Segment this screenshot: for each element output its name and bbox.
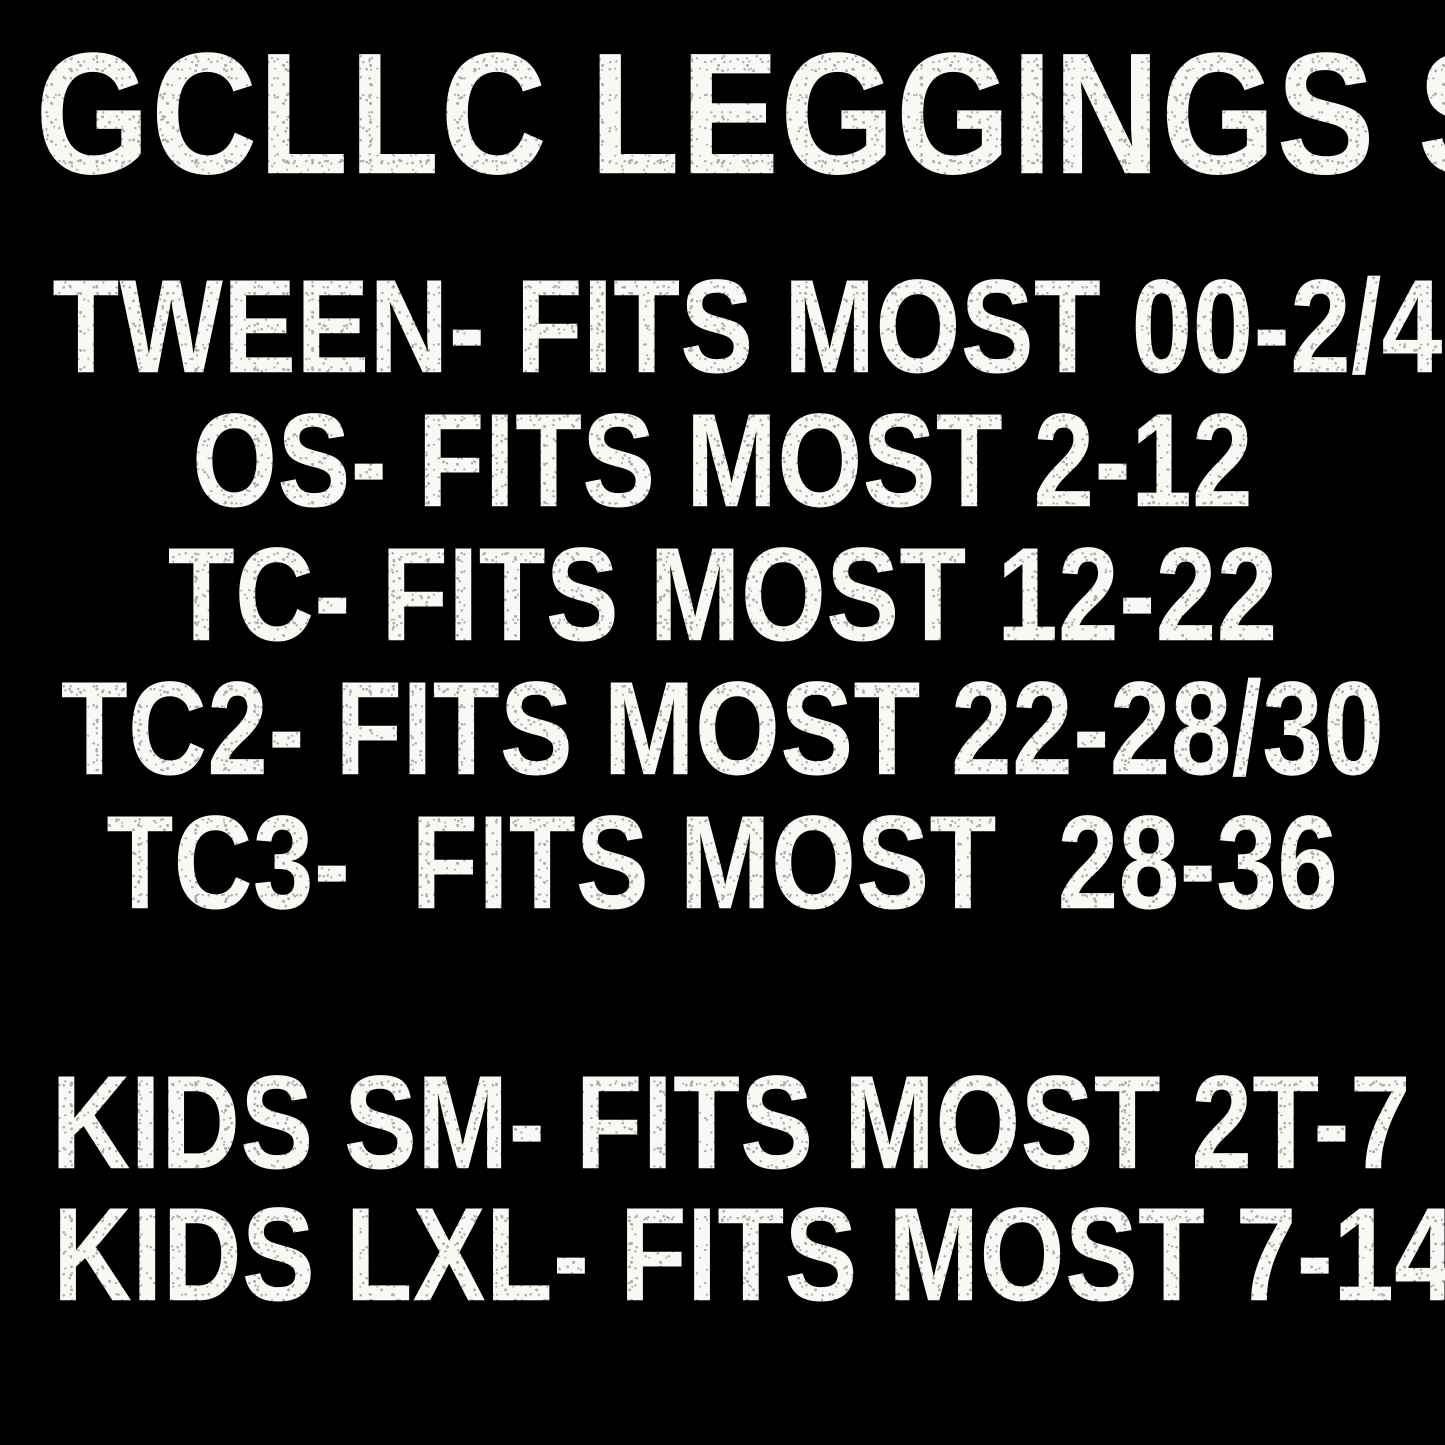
section-divider [0, 938, 1445, 1064]
size-row-kids-lxl: KIDS LXL- FITS MOST 7-14 [0, 1188, 1445, 1328]
size-row-os: OS- FITS MOST 2-12 [0, 394, 1445, 536]
size-row-tween-text: TWEEN- FITS MOST 00-2/4 [52, 252, 1443, 402]
size-row-kids-sm: KIDS SM- FITS MOST 2T-7 [0, 1056, 1445, 1196]
size-chart-list: TWEEN- FITS MOST 00-2/4 OS- FITS MOST 2-… [0, 260, 1445, 1328]
size-row-tc2: TC2- FITS MOST 22-28/30 [0, 662, 1445, 804]
size-row-kids-lxl-text: KIDS LXL- FITS MOST 7-14 [52, 1180, 1445, 1330]
size-row-tc3-text: TC3- FITS MOST 28-36 [106, 788, 1339, 938]
size-row-tc-text: TC- FITS MOST 12-22 [167, 520, 1278, 670]
page-title: GCLLC LEGGINGS SIZE CHART [0, 27, 1445, 200]
size-row-tween: TWEEN- FITS MOST 00-2/4 [0, 260, 1445, 402]
page-title-text: GCLLC LEGGINGS SIZE CHART [35, 17, 1445, 211]
size-row-os-text: OS- FITS MOST 2-12 [192, 386, 1253, 536]
size-row-tc: TC- FITS MOST 12-22 [0, 528, 1445, 670]
size-row-tc3: TC3- FITS MOST 28-36 [0, 796, 1445, 938]
size-row-tc2-text: TC2- FITS MOST 22-28/30 [60, 654, 1385, 804]
size-row-kids-sm-text: KIDS SM- FITS MOST 2T-7 [51, 1048, 1411, 1198]
